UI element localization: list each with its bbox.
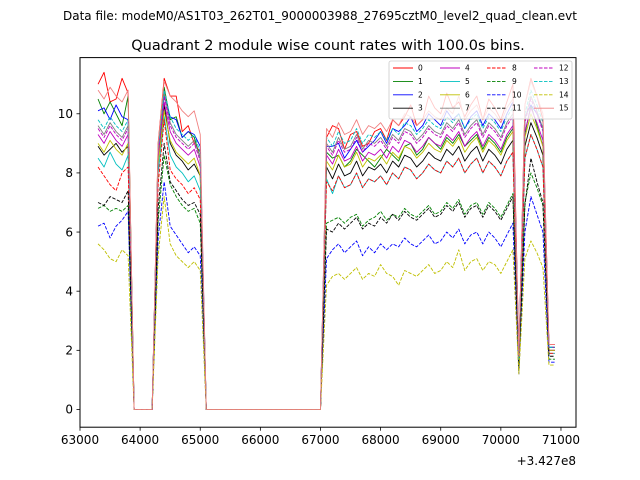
legend-label-6: 6 bbox=[465, 90, 470, 99]
series-line-14 bbox=[97, 196, 555, 410]
series-line-11 bbox=[97, 142, 555, 410]
legend-label-11: 11 bbox=[512, 104, 522, 113]
x-tick-label: 64000 bbox=[121, 433, 159, 447]
x-tick-label: 69000 bbox=[422, 433, 460, 447]
y-tick-label: 4 bbox=[65, 284, 73, 298]
x-tick-label: 63000 bbox=[61, 433, 99, 447]
chart-title: Quadrant 2 module wise count rates with … bbox=[131, 38, 525, 54]
series-layer bbox=[97, 71, 555, 410]
legend-label-7: 7 bbox=[465, 104, 470, 113]
y-tick-label: 10 bbox=[58, 107, 73, 121]
legend-label-3: 3 bbox=[418, 104, 423, 113]
series-line-8 bbox=[97, 119, 555, 410]
legend-label-1: 1 bbox=[418, 77, 423, 86]
suptitle: Data file: modeM0/AS1T03_262T01_90000039… bbox=[63, 9, 577, 23]
legend-label-8: 8 bbox=[512, 64, 517, 73]
legend-label-10: 10 bbox=[512, 90, 522, 99]
legend-label-9: 9 bbox=[512, 77, 517, 86]
legend-label-5: 5 bbox=[465, 77, 470, 86]
plot-frame bbox=[79, 57, 577, 428]
x-tick-label: 65000 bbox=[181, 433, 219, 447]
legend-label-2: 2 bbox=[418, 90, 423, 99]
y-tick-label: 0 bbox=[65, 403, 73, 417]
x-tick-label: 71000 bbox=[542, 433, 580, 447]
y-tick-label: 8 bbox=[65, 166, 73, 180]
x-tick-label: 70000 bbox=[482, 433, 520, 447]
legend-label-0: 0 bbox=[418, 64, 423, 73]
x-axis: 63000 64000 65000 66000 67000 68000 69000 70000… bbox=[61, 427, 580, 447]
y-tick-label: 6 bbox=[65, 225, 73, 239]
y-tick-label: 2 bbox=[65, 344, 73, 358]
legend-box bbox=[388, 60, 573, 120]
x-tick-label: 68000 bbox=[362, 433, 400, 447]
series-line-10 bbox=[97, 181, 555, 410]
x-tick-label: 67000 bbox=[301, 433, 339, 447]
legend-label-15: 15 bbox=[559, 104, 569, 113]
legend-label-14: 14 bbox=[559, 90, 569, 99]
series-line-9 bbox=[97, 154, 555, 410]
legend-label-4: 4 bbox=[465, 64, 470, 73]
legend-label-12: 12 bbox=[559, 64, 569, 73]
x-tick-label: 66000 bbox=[241, 433, 279, 447]
x-offset-label: +3.427e8 bbox=[517, 454, 576, 468]
legend-label-13: 13 bbox=[559, 77, 569, 86]
y-axis: 0 2 4 6 8 10 bbox=[58, 107, 80, 417]
